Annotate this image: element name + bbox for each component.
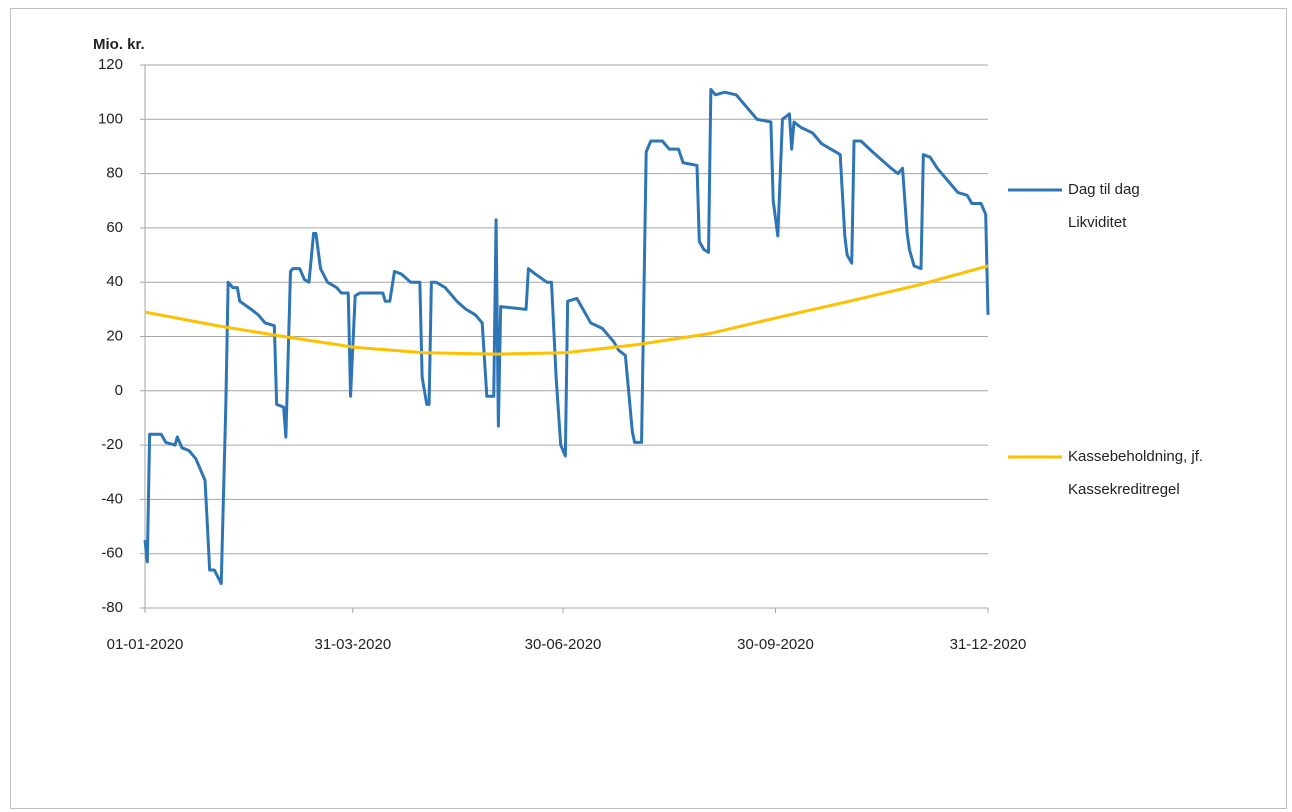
y-tick-label: 60 xyxy=(106,219,123,236)
y-tick-label: -20 xyxy=(101,436,123,453)
y-tick-label: 0 xyxy=(115,382,123,399)
y-tick-label: -80 xyxy=(101,599,123,616)
series-line xyxy=(144,264,989,356)
legend-label: Kassebeholdning, jf. Kassekreditregel xyxy=(1068,448,1204,498)
x-tick-label: 01-01-2020 xyxy=(107,636,184,653)
y-tick-label: 40 xyxy=(106,273,123,290)
y-axis-label: Mio. kr. xyxy=(93,36,145,53)
y-tick-label: -60 xyxy=(101,545,123,562)
y-tick-label: -40 xyxy=(101,490,123,507)
y-tick-label: 100 xyxy=(98,110,123,127)
y-tick-label: 80 xyxy=(106,165,123,182)
x-tick-label: 31-12-2020 xyxy=(950,636,1027,653)
x-tick-label: 30-09-2020 xyxy=(737,636,814,653)
chart-border xyxy=(10,8,1287,809)
y-tick-label: 120 xyxy=(98,56,123,73)
y-tick-label: 20 xyxy=(106,327,123,344)
series-line xyxy=(143,87,990,586)
x-tick-label: 31-03-2020 xyxy=(314,636,391,653)
legend-label: Dag til dag Likviditet xyxy=(1068,181,1140,231)
x-tick-label: 30-06-2020 xyxy=(525,636,602,653)
